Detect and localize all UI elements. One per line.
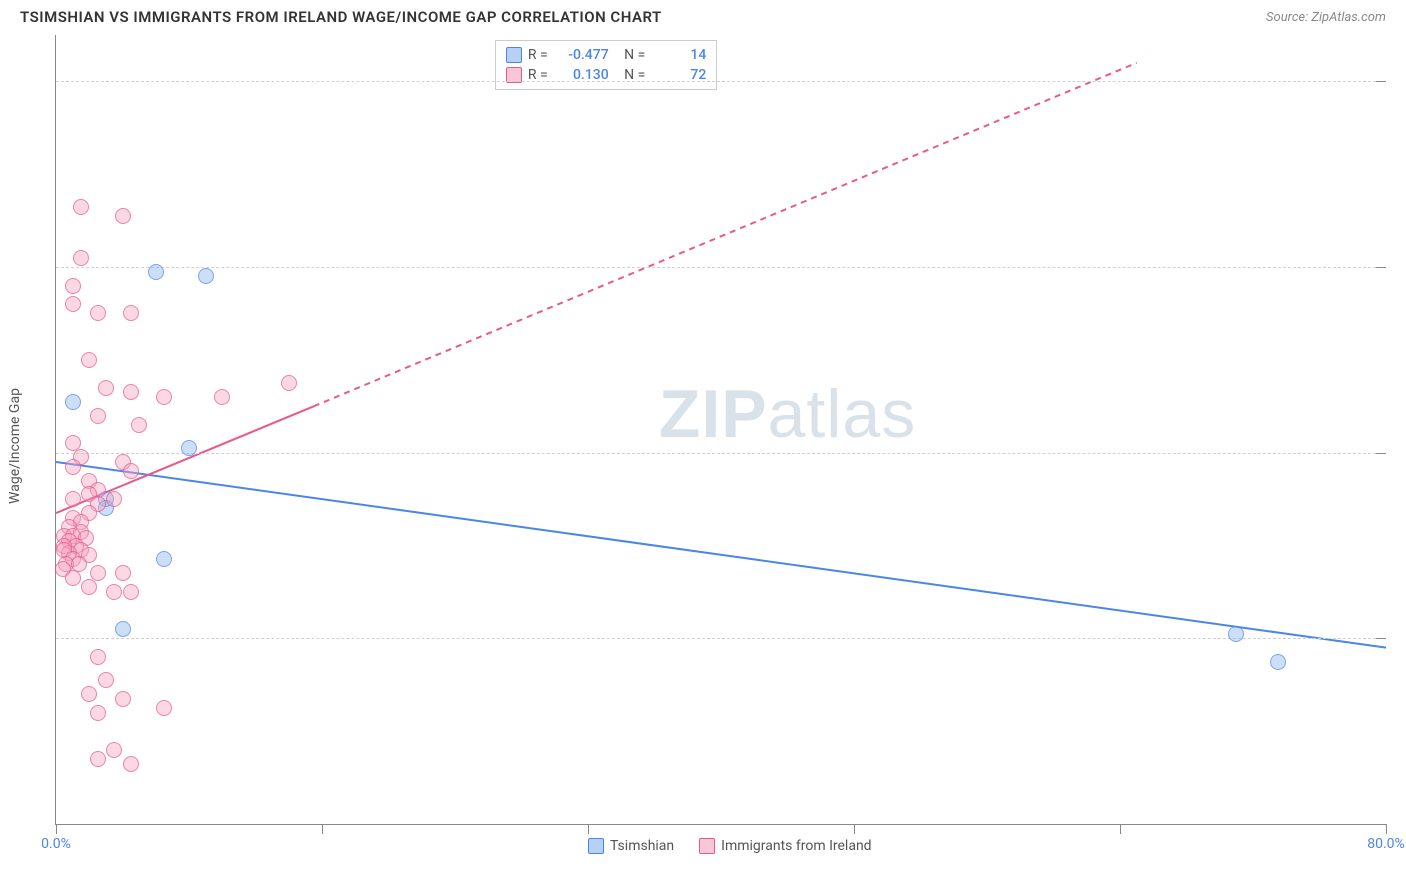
data-point: [98, 672, 114, 688]
chart-title: TSIMSHIAN VS IMMIGRANTS FROM IRELAND WAG…: [20, 8, 662, 26]
data-point: [90, 305, 106, 321]
data-point: [156, 700, 172, 716]
data-point: [115, 565, 131, 581]
data-point: [123, 756, 139, 772]
data-point: [115, 691, 131, 707]
data-point: [90, 751, 106, 767]
data-point: [123, 463, 139, 479]
data-point: [1270, 654, 1286, 670]
gridline: [56, 638, 1386, 639]
x-tick-label: 80.0%: [1367, 836, 1405, 852]
data-point: [148, 264, 164, 280]
data-point: [115, 621, 131, 637]
data-point: [73, 250, 89, 266]
correlation-legend: R = -0.477 N = 14R = 0.130 N = 72: [495, 40, 717, 90]
watermark: ZIPatlas: [659, 375, 916, 453]
series-legend: Tsimshian Immigrants from Ireland: [588, 838, 872, 854]
legend-swatch: [699, 838, 715, 854]
data-point: [106, 742, 122, 758]
legend-label: Immigrants from Ireland: [721, 838, 871, 854]
data-point: [181, 440, 197, 456]
data-point: [123, 584, 139, 600]
chart-header: TSIMSHIAN VS IMMIGRANTS FROM IRELAND WAG…: [0, 0, 1406, 30]
data-point: [123, 305, 139, 321]
gridline: [56, 453, 1386, 454]
data-point: [73, 199, 89, 215]
y-axis-label: Wage/Income Gap: [7, 388, 23, 504]
legend-item: Tsimshian: [588, 838, 674, 854]
gridline: [56, 81, 1386, 82]
data-point: [156, 551, 172, 567]
data-point: [198, 268, 214, 284]
legend-swatch: [506, 47, 522, 63]
legend-item: Immigrants from Ireland: [699, 838, 871, 854]
data-point: [106, 491, 122, 507]
data-point: [81, 686, 97, 702]
data-point: [281, 375, 297, 391]
legend-swatch: [588, 838, 604, 854]
data-point: [1228, 626, 1244, 642]
x-tick-label: 0.0%: [41, 836, 71, 852]
data-point: [65, 394, 81, 410]
data-point: [65, 570, 81, 586]
data-point: [90, 649, 106, 665]
data-point: [65, 278, 81, 294]
data-point: [156, 389, 172, 405]
data-point: [98, 380, 114, 396]
gridline: [56, 267, 1386, 268]
scatter-chart: ZIPatlas R = -0.477 N = 14R = 0.130 N = …: [55, 35, 1386, 825]
data-point: [106, 584, 122, 600]
chart-source: Source: ZipAtlas.com: [1266, 10, 1386, 25]
data-point: [115, 208, 131, 224]
data-point: [65, 491, 81, 507]
data-point: [90, 408, 106, 424]
legend-label: Tsimshian: [610, 838, 674, 854]
data-point: [81, 579, 97, 595]
data-point: [123, 384, 139, 400]
data-point: [65, 296, 81, 312]
data-point: [65, 459, 81, 475]
data-point: [214, 389, 230, 405]
data-point: [81, 352, 97, 368]
legend-stat-row: R = -0.477 N = 14: [506, 45, 706, 65]
data-point: [131, 417, 147, 433]
data-point: [90, 705, 106, 721]
